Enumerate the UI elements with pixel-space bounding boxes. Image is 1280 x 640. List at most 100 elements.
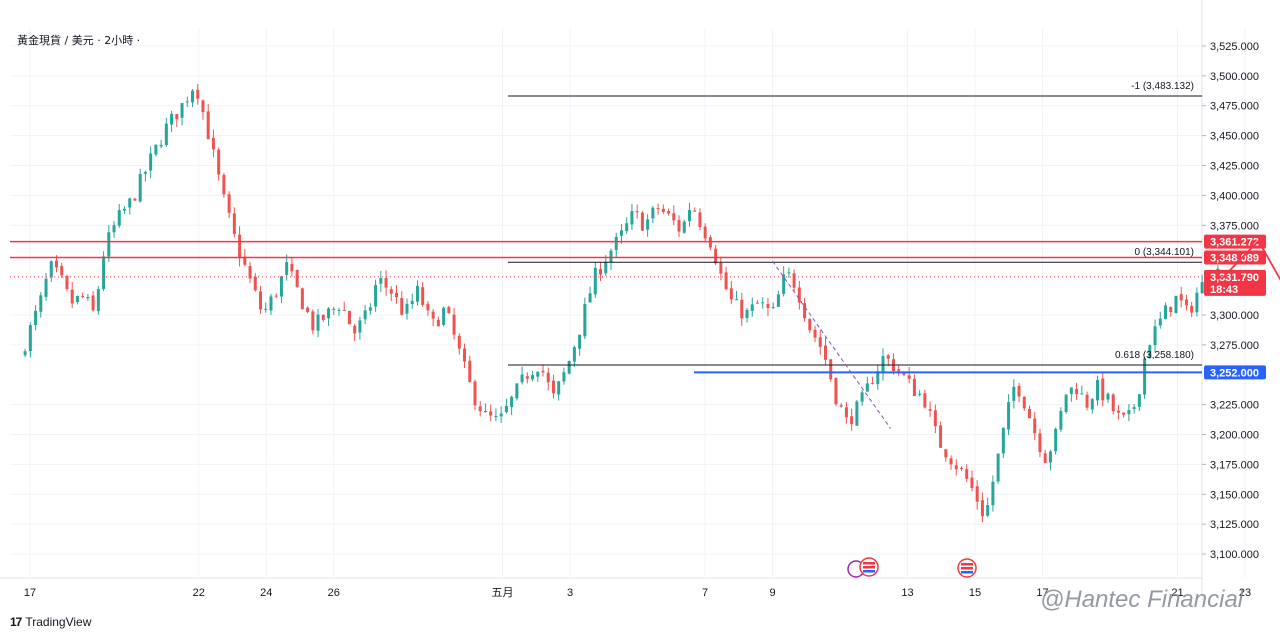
x-tick-label: 7 [702,587,708,599]
candle-body [185,101,189,103]
y-tick-label: 3,150.000 [1210,489,1259,501]
candle-body [813,329,817,338]
candle-body [912,378,916,397]
candle-body [259,291,263,310]
candle-body [1164,305,1168,320]
candle-body [473,381,477,406]
candle-body [1096,379,1100,401]
price-label-box [1204,250,1266,265]
candle-body [384,278,388,288]
candle-body [316,314,320,331]
projection-path [1220,239,1280,281]
candle-body [797,287,801,303]
x-tick-label: 15 [969,587,981,599]
candle-body [65,275,69,289]
candle-body [724,272,728,290]
candle-body [515,383,519,399]
candle-body [907,375,911,379]
candle-body [855,401,859,426]
candle-body [557,381,561,395]
candle-body [803,303,807,319]
candle-body [750,304,754,311]
candle-body [49,261,53,278]
candle-body [327,308,331,319]
candle-body [839,405,843,407]
candle-body [588,293,592,303]
candle-body [75,296,79,303]
candle-body [1195,292,1199,313]
projection-arrows[interactable] [1220,239,1280,368]
candle-body [1137,394,1141,407]
candle-body [405,303,409,314]
candle-body [918,393,922,395]
candle-body [745,309,749,319]
grid [0,0,1246,600]
event-marker-icon[interactable] [957,558,977,578]
price-axis[interactable]: 3,525.000 3,500.000 3,475.000 3,450.000 3,42… [1202,41,1259,561]
candle-body [651,207,655,219]
candle-body [504,405,508,413]
candle-body [672,213,676,221]
candle-body [421,287,425,305]
candle-body [766,303,770,308]
candle-body [91,295,95,311]
candle-body [546,372,550,383]
candle-body [844,407,848,418]
candle-body [871,382,875,384]
candle-body [112,225,116,233]
candle-body [306,307,310,313]
event-marker-icon[interactable] [847,557,879,578]
candle-body [264,308,268,310]
candle-body [661,208,665,212]
candle-body [321,314,325,320]
candle-body [164,123,168,146]
candle-body [211,137,215,150]
candle-body [123,208,126,211]
candle-body [368,307,372,311]
candle-body [28,325,32,352]
candle-body [719,263,723,274]
candle-body [374,285,378,307]
candle-body [400,298,404,315]
candle-body [823,345,827,360]
y-tick-label: 3,225.000 [1210,400,1259,412]
event-markers[interactable] [847,557,977,578]
price-label: 3,361.272 [1210,237,1259,249]
candle-body [1158,318,1162,326]
candle-body [170,113,174,125]
time-axis[interactable]: 17222426五月37913151721232729六月4 [24,586,1280,599]
y-tick-label: 3,375.000 [1210,220,1259,232]
candle-body [60,265,64,276]
candle-body [290,263,294,272]
candle-body [881,356,885,373]
candle-body [269,296,273,311]
trend-line[interactable] [772,260,892,429]
tradingview-brand[interactable]: 17 TradingView [10,615,91,629]
candle-body [897,369,901,372]
candle-body [729,288,733,300]
candle-body [175,113,179,120]
candle-body [201,100,205,113]
y-tick-label: 3,200.000 [1210,430,1259,442]
candle-body [311,311,315,331]
price-label-box [1204,365,1266,380]
candle-body [583,303,587,337]
candle-body [478,406,482,412]
candle-body [39,295,43,312]
candle-body [1174,295,1178,314]
candle-body [876,371,880,385]
candle-body [609,250,613,263]
fib-level-label: 0 (3,344.101) [1135,247,1195,258]
x-tick-label: 五月 [492,587,514,599]
candle-body [363,310,367,320]
candle-body [646,219,650,230]
y-tick-label: 3,275.000 [1210,340,1259,352]
candle-body [431,311,435,319]
candle-body [578,334,582,349]
fibonacci-levels[interactable]: -1 (3,483.132) 0 (3,344.101) 0.618 (3,258.… [508,81,1202,366]
candle-body [217,149,221,175]
y-tick-label: 3,300.000 [1210,310,1259,322]
candle-body [667,211,671,214]
